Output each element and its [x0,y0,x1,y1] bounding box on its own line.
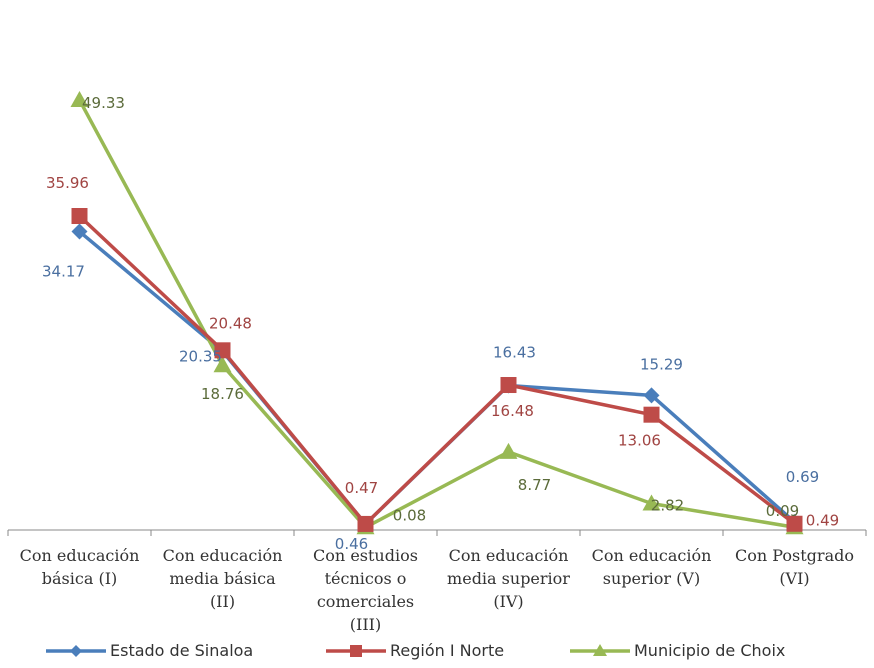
data-label: 0.49 [806,512,839,530]
x-axis-category-label: Con estudios técnicos o comerciales (III) [313,546,418,634]
data-labels: 34.17 20.35 0.46 16.43 15.29 0.69 35.96 20.48 0.… [42,94,839,553]
legend-marker [70,645,82,657]
legend: Estado de Sinaloa Región I Norte Municipio… [46,641,785,660]
x-axis-category-label: Con Postgrado (VI) [735,546,854,588]
data-label: 35.96 [46,174,89,192]
data-point-marker [786,515,803,532]
data-point-marker [71,208,88,225]
x-axis-category-label: Con educación básica (I) [20,546,140,588]
data-label: 20.48 [209,314,252,332]
data-label: 0.46 [335,535,368,553]
data-point-marker [357,515,374,532]
data-label: 34.17 [42,263,85,281]
data-label: 0.69 [786,468,819,486]
data-label: 49.33 [82,94,125,112]
series-line-0 [78,230,796,526]
data-label: 13.06 [618,432,661,450]
data-point-marker [71,223,88,240]
x-axis-category-label: Con educación superior (V) [592,546,712,588]
data-point-marker [213,356,232,373]
data-label: 16.43 [493,343,536,361]
data-label: 8.77 [518,476,551,494]
data-label: 0.47 [345,479,378,497]
data-label: 0.09 [766,502,799,520]
data-label: 15.29 [640,355,683,373]
legend-marker [350,645,362,657]
x-axis-ticks [7,530,867,536]
data-label: 2.82 [651,497,684,515]
series-markers [70,91,804,535]
data-point-marker [500,377,517,394]
series-line-1 [78,214,796,526]
legend-marker [593,644,607,656]
series-line-2 [77,99,795,530]
x-axis-category-label: Con educación media superior (IV) [447,546,570,611]
data-point-marker [214,342,231,359]
series-lines [77,99,796,530]
legend-label: Estado de Sinaloa [110,641,253,660]
data-point-marker [70,91,89,107]
x-axis-category-label: Con educación media básica (II) [163,546,283,611]
data-point-marker [643,387,660,404]
data-point-marker [499,442,518,459]
data-label: 20.35 [179,347,222,365]
legend-label: Municipio de Choix [634,641,785,660]
data-label: 0.08 [393,506,426,524]
data-point-marker [642,494,661,511]
data-label: 16.48 [491,402,534,420]
data-point-marker [643,406,660,423]
data-label: 18.76 [201,385,244,403]
legend-label: Región I Norte [390,641,504,660]
x-axis-category-labels: Con educación básica (I) Con educación medi… [20,546,854,634]
